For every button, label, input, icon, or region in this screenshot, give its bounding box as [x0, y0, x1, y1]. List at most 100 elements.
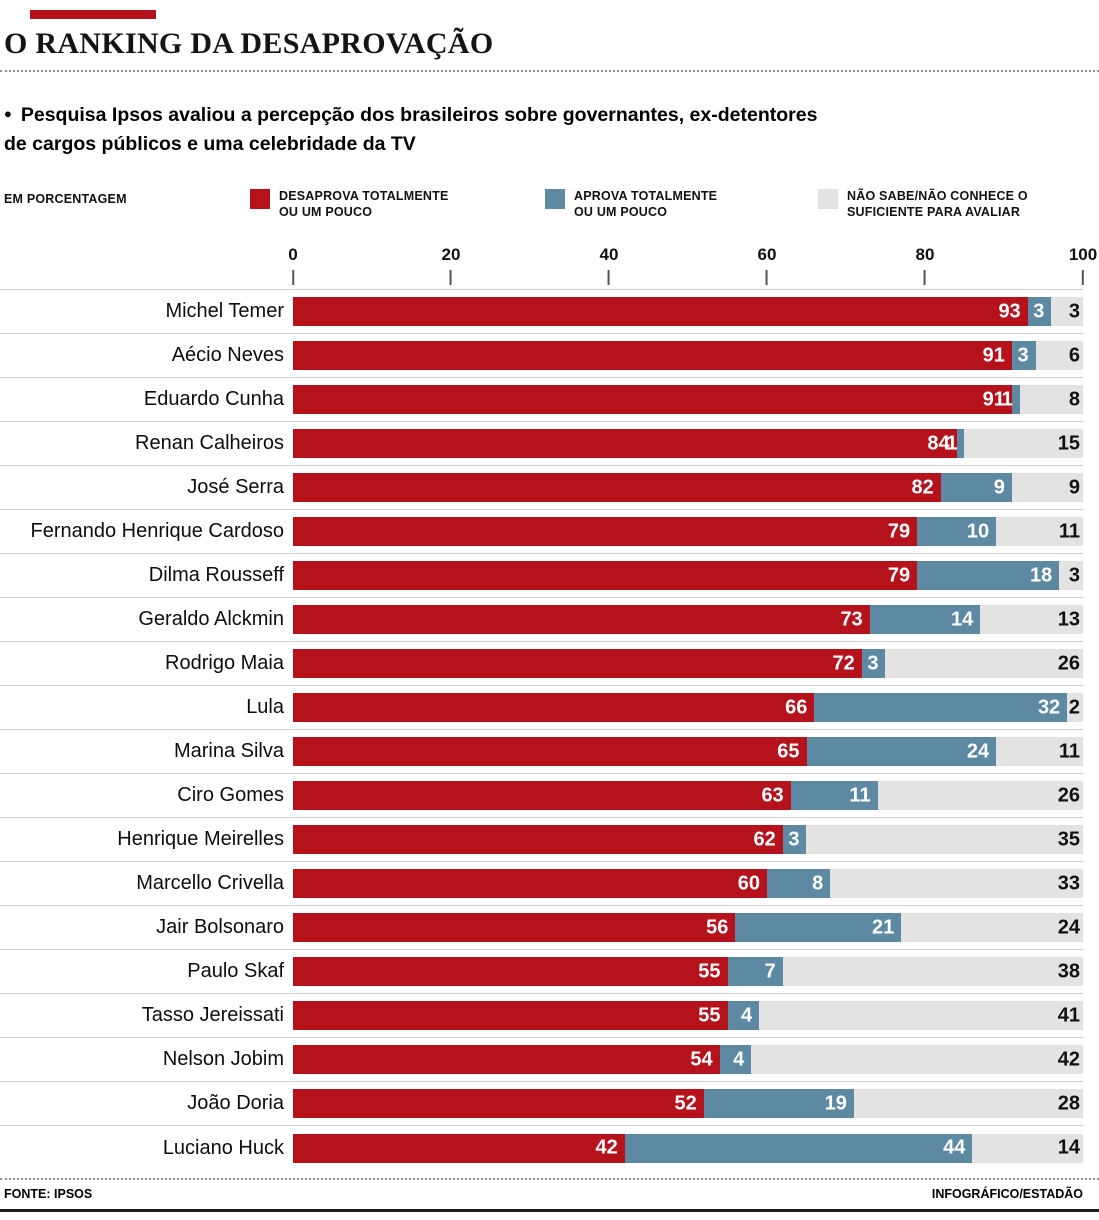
bar-segment-approve: 3: [1027, 297, 1052, 326]
row-bars: 62 3 35: [293, 825, 1083, 854]
bar-segment-approve: 3: [782, 825, 807, 854]
row-bars: 79 10 11: [293, 517, 1083, 546]
bar-segment-unknown: 35: [806, 825, 1083, 854]
bar-segment-disapprove: 56: [293, 913, 736, 942]
row-label: José Serra: [187, 476, 284, 498]
footer: FONTE: IPSOS INFOGRÁFICO/ESTADÃO: [0, 1178, 1099, 1209]
approve-value: 10: [966, 520, 990, 542]
chart-row: Jair Bolsonaro 56 21 24: [0, 906, 1083, 950]
disapprove-value: 91: [982, 344, 1005, 366]
chart-row: Henrique Meirelles 62 3 35: [0, 818, 1083, 862]
row-bars: 60 8 33: [293, 869, 1083, 898]
row-label: Marina Silva: [173, 740, 284, 762]
unknown-value: 2: [1068, 696, 1080, 718]
bar-segment-approve: 14: [869, 605, 981, 634]
approve-value: 3: [788, 828, 800, 850]
chart-row: Fernando Henrique Cardoso 79 10 11: [0, 510, 1083, 554]
row-bars: 63 11 26: [293, 781, 1083, 810]
chart-row: Paulo Skaf 55 7 38: [0, 950, 1083, 994]
approve-value: 1: [946, 432, 958, 454]
disapprove-value: 79: [887, 564, 911, 586]
disapprove-value: 93: [998, 300, 1021, 322]
bar-segment-unknown: 13: [980, 605, 1083, 634]
subtitle-text1: Pesquisa Ipsos avaliou a percepção dos b…: [20, 104, 818, 126]
bar-segment-unknown: 11: [996, 517, 1083, 546]
legend-label-unknown: NÃO SABE/NÃO CONHECE O SUFICIENTE PARA A…: [847, 189, 1028, 220]
unknown-swatch: [818, 189, 838, 209]
row-label: Rodrigo Maia: [165, 652, 284, 674]
unknown-value: 11: [1058, 520, 1080, 542]
approve-value: 4: [733, 1048, 745, 1070]
axis-tick-mark: [1082, 270, 1084, 285]
chart-row: Tasso Jereissati 55 4 41: [0, 994, 1083, 1038]
infographic-page: O RANKING DA DESAPROVAÇÃO ● Pesquisa Ipso…: [0, 10, 1099, 1220]
unit-label: EM PORCENTAGEM: [4, 192, 127, 206]
bar-segment-unknown: 11: [996, 737, 1083, 766]
axis-tick: 0: [288, 245, 298, 285]
bar-segment-disapprove: 91: [293, 341, 1012, 370]
legend-item-approve: APROVA TOTALMENTE OU UM POUCO: [545, 189, 717, 220]
legend-label-approve: APROVA TOTALMENTE OU UM POUCO: [574, 189, 717, 220]
bar-segment-unknown: 3: [1051, 297, 1083, 326]
row-bars: 84 1 15: [293, 429, 1083, 458]
legend-label-approve-line1: APROVA TOTALMENTE: [574, 189, 718, 203]
row-label: Lula: [246, 696, 284, 718]
axis-tick: 40: [600, 245, 618, 285]
row-label: Jair Bolsonaro: [156, 916, 284, 938]
approve-value: 44: [943, 1136, 966, 1159]
chart-row: Marcello Crivella 60 8 33: [0, 862, 1083, 906]
bar-segment-unknown: 38: [782, 957, 1083, 986]
row-bars: 72 3 26: [293, 649, 1083, 678]
row-bars: 91 3 6: [293, 341, 1083, 370]
bar-segment-approve: 21: [735, 913, 902, 942]
axis-tick: 60: [758, 245, 776, 285]
chart-row: Marina Silva 65 24 11: [0, 730, 1083, 774]
axis-tick-mark: [923, 270, 926, 285]
subtitle-line2: de cargos públicos e uma celebridade da …: [4, 133, 416, 155]
page-title: O RANKING DA DESAPROVAÇÃO: [4, 27, 494, 60]
credit: INFOGRÁFICO/ESTADÃO: [931, 1187, 1083, 1201]
chart-row: Luciano Huck 42 44 14: [0, 1126, 1083, 1170]
row-label: Luciano Huck: [162, 1136, 284, 1159]
approve-value: 19: [824, 1092, 847, 1114]
approve-value: 3: [867, 652, 879, 674]
unknown-value: 13: [1057, 608, 1080, 630]
unknown-value: 41: [1057, 1004, 1080, 1026]
subtitle-line1: ● Pesquisa Ipsos avaliou a percepção dos …: [4, 99, 1079, 130]
unknown-value: 35: [1057, 828, 1080, 850]
disapprove-value: 60: [737, 872, 760, 894]
axis-tick-mark: [449, 270, 452, 285]
row-label: Henrique Meirelles: [117, 828, 284, 850]
row-label: Geraldo Alckmin: [138, 608, 284, 630]
source-label: FONTE:: [4, 1187, 51, 1201]
bar-segment-approve: 1: [946, 429, 965, 458]
axis-tick-mark: [292, 270, 294, 285]
bar-segment-approve: 4: [727, 1001, 760, 1030]
row-bars: 56 21 24: [293, 913, 1083, 942]
axis-tick-mark: [765, 270, 768, 285]
title-divider: [0, 70, 1099, 72]
bar-segment-disapprove: 55: [293, 957, 728, 986]
legend-label-disapprove-line2: OU UM POUCO: [279, 204, 373, 219]
bar-segment-disapprove: 63: [293, 781, 791, 810]
bar-segment-disapprove: 91: [293, 385, 1012, 414]
row-label: Marcello Crivella: [136, 872, 284, 894]
row-bars: 82 9 9: [293, 473, 1083, 502]
unknown-value: 28: [1057, 1092, 1080, 1114]
legend-label-disapprove-line1: DESAPROVA TOTALMENTE: [279, 189, 449, 203]
bar-segment-unknown: 14: [972, 1133, 1083, 1163]
bar-segment-approve: 8: [767, 869, 831, 898]
legend: EM PORCENTAGEM DESAPROVA TOTALMENTE OU U…: [0, 189, 1099, 225]
bar-segment-unknown: 42: [751, 1045, 1083, 1074]
bar-segment-disapprove: 79: [293, 561, 918, 590]
legend-label-approve-line2: OU UM POUCO: [574, 204, 668, 219]
bar-segment-disapprove: 72: [293, 649, 862, 678]
chart-row: Ciro Gomes 63 11 26: [0, 774, 1083, 818]
unknown-value: 3: [1068, 300, 1080, 322]
unknown-value: 6: [1068, 344, 1080, 366]
bar-segment-unknown: 6: [1035, 341, 1083, 370]
bar-segment-approve: 24: [806, 737, 997, 766]
bar-segment-unknown: 33: [830, 869, 1083, 898]
chart-row: Aécio Neves 91 3 6: [0, 334, 1083, 378]
axis-tick-label: 80: [915, 245, 935, 264]
